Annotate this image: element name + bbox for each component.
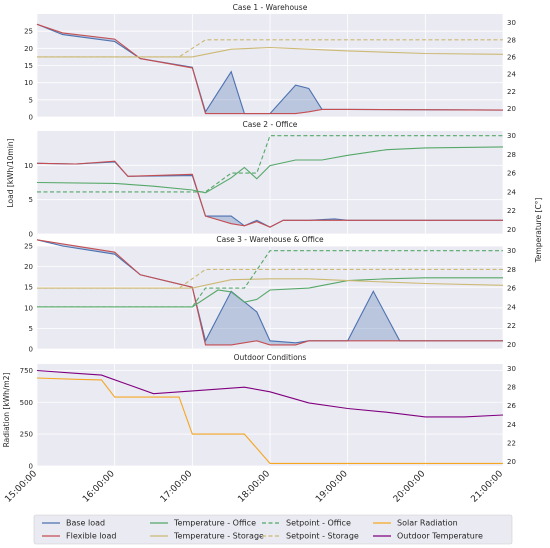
panel-4: 0 250 500 750 20 22 24 26 28 30 Outdoor Conditions	[20, 353, 517, 471]
panel-title: Case 3 - Warehouse & Office	[216, 235, 324, 244]
y2-tick-label: 24	[507, 71, 516, 79]
legend-box	[33, 514, 513, 545]
y-tick-label: 500	[20, 399, 33, 407]
y2-tick-label: 28	[507, 36, 516, 44]
x-tick-label: 20:00:00	[392, 469, 428, 505]
y-tick-label: 10	[24, 79, 33, 87]
y-tick-label: 0	[29, 463, 33, 471]
legend-label: Solar Radiation	[397, 519, 458, 528]
y2-tick-label: 20	[507, 341, 516, 349]
x-tick-label: 16:00:00	[81, 469, 117, 505]
y-tick-label: 20	[24, 45, 33, 53]
y-tick-label: 15	[24, 284, 33, 292]
y-tick-label: 5	[29, 196, 33, 204]
y2-tick-label: 22	[507, 207, 516, 215]
panel-title: Outdoor Conditions	[234, 353, 307, 362]
panels: 0 5 10 15 20 25 20 22 24 26 28 30 Case 1 - Warehouse…	[20, 3, 517, 471]
series-solar-radiation	[36, 377, 503, 464]
y2-tick-label: 26	[507, 170, 516, 178]
ylabel-load: Load [kWh/10min]	[6, 138, 15, 207]
series-flexible-load	[36, 160, 503, 228]
y2-tick-label: 28	[507, 266, 516, 274]
series-base-load	[36, 23, 504, 115]
ylabel-temperature: Temperature [C°]	[534, 198, 543, 264]
y2-tick-label: 22	[507, 439, 516, 447]
panel-title: Case 1 - Warehouse	[233, 3, 308, 12]
y2-tick-label: 24	[507, 188, 516, 196]
series-setpoint-storage	[37, 268, 503, 289]
legend-label: Temperature - Storage	[173, 532, 264, 541]
series-temperature-storage	[37, 46, 504, 58]
y2-tick-label: 22	[507, 88, 516, 96]
x-tick-label: 18:00:00	[236, 469, 272, 505]
y-tick-label: 25	[24, 243, 33, 251]
y-tick-label: 5	[29, 325, 33, 333]
y-tick-label: 0	[29, 346, 33, 354]
ylabel-radiation: Radiation [kWh/m2]	[2, 373, 11, 448]
y2-tick-label: 20	[507, 226, 516, 234]
series-temperature-office	[37, 277, 503, 308]
series-flexible-load	[36, 23, 504, 115]
legend-label: Flexible load	[66, 532, 116, 541]
series-temperature-office	[36, 146, 504, 194]
y2-tick-label: 30	[507, 247, 516, 255]
flexibility-fill	[37, 239, 503, 345]
y-tick-label: 20	[24, 263, 33, 271]
y2-tick-label: 26	[507, 285, 516, 293]
y-tick-label: 5	[29, 96, 33, 104]
series-setpoint-office	[37, 250, 503, 308]
y2-tick-label: 24	[507, 421, 516, 429]
panel-3: 0 5 10 15 20 25 20 22 24 26 28 30 Case 3 - Warehouse…	[24, 235, 516, 354]
y2-tick-label: 26	[507, 402, 516, 410]
y-tick-label: 250	[20, 431, 33, 439]
legend: Base load Temperature - Office Setpoint - …	[33, 514, 513, 545]
y2-tick-label: 22	[507, 322, 516, 330]
y2-tick-label: 26	[507, 53, 516, 61]
panel-2: 0 5 10 20 22 24 26 28 30 Case 2 - Office	[24, 120, 516, 239]
y2-tick-label: 28	[507, 151, 516, 159]
y-tick-label: 10	[24, 162, 33, 170]
y2-tick-label: 30	[507, 19, 516, 27]
series-outdoor-temperature	[36, 369, 504, 418]
y2-tick-label: 30	[507, 132, 516, 140]
series-flexible-load	[36, 239, 503, 346]
y2-tick-label: 28	[507, 384, 516, 392]
legend-label: Base load	[66, 519, 105, 528]
series-setpoint-storage	[37, 39, 503, 58]
y-tick-label: 25	[24, 28, 33, 36]
y2-tick-label: 30	[507, 365, 516, 373]
x-tick-label: 19:00:00	[314, 469, 350, 505]
panel-1: 0 5 10 15 20 25 20 22 24 26 28 30 Case 1 - Warehouse	[24, 3, 516, 122]
legend-label: Setpoint - Storage	[286, 532, 359, 541]
legend-label: Outdoor Temperature	[397, 532, 483, 541]
legend-label: Setpoint - Office	[286, 519, 351, 528]
series-temperature-storage	[37, 278, 504, 289]
series-base-load	[36, 239, 503, 344]
x-tick-label: 21:00:00	[469, 469, 505, 505]
legend-label: Temperature - Office	[173, 519, 256, 528]
x-axis-ticks: 15:00:00 16:00:00 17:00:00 18:00:00 19:00:00…	[3, 469, 505, 505]
x-tick-label: 15:00:00	[3, 469, 39, 505]
y2-tick-label: 20	[507, 105, 516, 113]
y2-tick-label: 24	[507, 303, 516, 311]
y-tick-label: 10	[24, 304, 33, 312]
x-tick-label: 17:00:00	[159, 469, 195, 505]
y-tick-label: 0	[29, 231, 33, 239]
y-tick-label: 15	[24, 62, 33, 70]
y-tick-label: 0	[29, 114, 33, 122]
y2-tick-label: 20	[507, 458, 516, 466]
panel-title: Case 2 - Office	[243, 120, 298, 129]
y-tick-label: 750	[20, 367, 33, 375]
